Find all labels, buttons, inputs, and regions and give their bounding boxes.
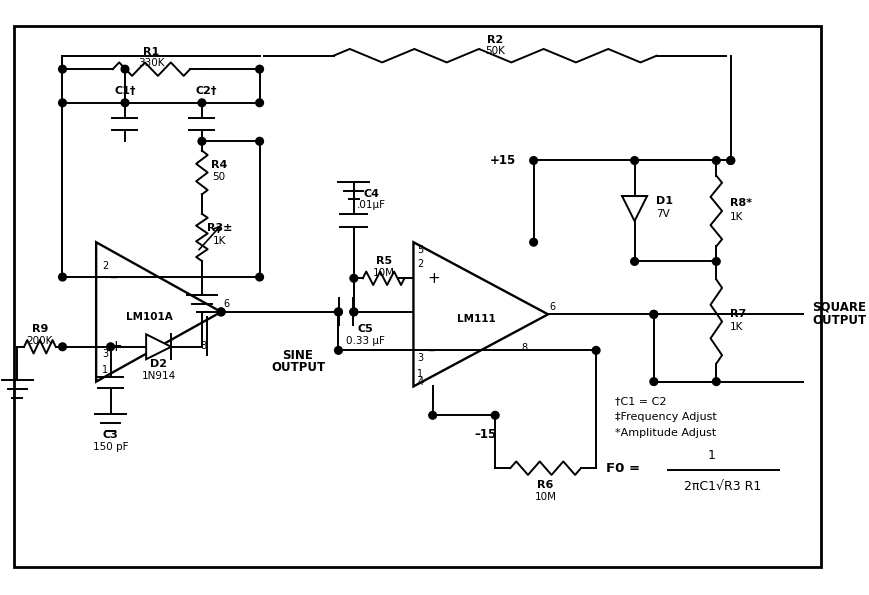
Text: 1K: 1K	[730, 322, 743, 332]
Text: 150 pF: 150 pF	[93, 441, 129, 452]
Circle shape	[58, 99, 66, 107]
Circle shape	[350, 274, 358, 282]
Circle shape	[217, 308, 225, 316]
Text: R8*: R8*	[730, 198, 752, 208]
Text: R6: R6	[537, 481, 554, 490]
Text: 1: 1	[102, 365, 108, 375]
Circle shape	[650, 311, 658, 318]
Text: C4: C4	[363, 189, 379, 199]
Text: 50K: 50K	[485, 46, 505, 56]
Text: †C1 = C2: †C1 = C2	[615, 396, 667, 406]
Text: C2†: C2†	[196, 86, 217, 96]
Text: R5: R5	[375, 256, 392, 266]
Circle shape	[58, 343, 66, 350]
Text: –15: –15	[474, 428, 497, 441]
Text: 5: 5	[417, 245, 423, 255]
Text: +: +	[109, 339, 123, 354]
Text: LM111: LM111	[456, 314, 495, 324]
Text: 8: 8	[200, 340, 206, 350]
Text: 1K: 1K	[213, 236, 226, 246]
Circle shape	[255, 273, 263, 281]
Text: 10M: 10M	[534, 492, 557, 502]
Text: LM101A: LM101A	[126, 312, 172, 322]
Text: +15: +15	[490, 154, 516, 167]
Text: –: –	[109, 270, 117, 284]
Text: D2: D2	[150, 359, 167, 369]
Text: 2: 2	[417, 259, 423, 269]
Circle shape	[631, 156, 639, 164]
Circle shape	[631, 258, 639, 265]
Text: 2πC1√R3 R1: 2πC1√R3 R1	[685, 480, 761, 493]
Text: 4: 4	[417, 377, 423, 387]
Circle shape	[58, 273, 66, 281]
Circle shape	[713, 378, 720, 386]
Circle shape	[428, 411, 436, 419]
Circle shape	[491, 411, 499, 419]
Circle shape	[198, 99, 206, 107]
Circle shape	[350, 308, 358, 316]
Text: 3: 3	[417, 353, 423, 363]
Text: R9: R9	[31, 324, 48, 334]
Circle shape	[255, 137, 263, 145]
Circle shape	[121, 65, 129, 73]
Text: 330K: 330K	[138, 58, 165, 68]
Text: 3: 3	[102, 349, 108, 359]
Text: C1†: C1†	[114, 86, 136, 96]
Text: *Amplitude Adjust: *Amplitude Adjust	[615, 428, 717, 437]
Circle shape	[335, 308, 342, 316]
Circle shape	[530, 156, 537, 164]
Circle shape	[350, 308, 358, 316]
Circle shape	[255, 99, 263, 107]
Circle shape	[726, 156, 734, 164]
Text: R2: R2	[487, 35, 503, 45]
Circle shape	[530, 239, 537, 246]
Text: +: +	[427, 271, 440, 286]
Text: D1: D1	[656, 196, 673, 206]
Text: 10M: 10M	[373, 268, 395, 277]
Text: 1N914: 1N914	[142, 371, 176, 381]
Text: 0.33 μF: 0.33 μF	[346, 336, 385, 346]
Text: 1: 1	[707, 449, 715, 462]
Text: –: –	[427, 343, 434, 358]
Circle shape	[58, 65, 66, 73]
Text: 6: 6	[550, 302, 560, 312]
Text: OUTPUT: OUTPUT	[813, 314, 866, 327]
Text: SINE: SINE	[282, 349, 314, 362]
Text: 8: 8	[521, 343, 527, 353]
Text: R1: R1	[143, 47, 160, 57]
Circle shape	[335, 346, 342, 354]
Circle shape	[593, 346, 600, 354]
Text: .01μF: .01μF	[356, 200, 386, 210]
Text: C3: C3	[103, 430, 118, 440]
Text: 7V: 7V	[656, 209, 669, 220]
Circle shape	[335, 308, 342, 316]
Circle shape	[217, 308, 225, 316]
Polygon shape	[622, 196, 647, 221]
Circle shape	[713, 156, 720, 164]
Text: R4: R4	[211, 160, 228, 170]
Circle shape	[121, 99, 129, 107]
Circle shape	[255, 65, 263, 73]
Circle shape	[650, 378, 658, 386]
Text: R7: R7	[730, 309, 746, 319]
Text: 1: 1	[417, 369, 423, 380]
Text: 200K: 200K	[27, 336, 53, 346]
Text: C5: C5	[357, 324, 374, 334]
Text: 50: 50	[213, 173, 226, 182]
Text: 1K: 1K	[730, 212, 743, 222]
Text: 6: 6	[223, 299, 229, 309]
Text: SQUARE: SQUARE	[813, 300, 866, 313]
Text: OUTPUT: OUTPUT	[271, 361, 325, 374]
Circle shape	[198, 137, 206, 145]
Text: R3±: R3±	[207, 223, 232, 233]
Text: ‡Frequency Adjust: ‡Frequency Adjust	[615, 412, 717, 422]
Circle shape	[726, 156, 734, 164]
Circle shape	[107, 343, 115, 350]
Text: 2: 2	[102, 261, 108, 271]
Circle shape	[650, 311, 658, 318]
Circle shape	[713, 258, 720, 265]
Text: F0 =: F0 =	[606, 462, 640, 475]
Polygon shape	[146, 334, 171, 359]
